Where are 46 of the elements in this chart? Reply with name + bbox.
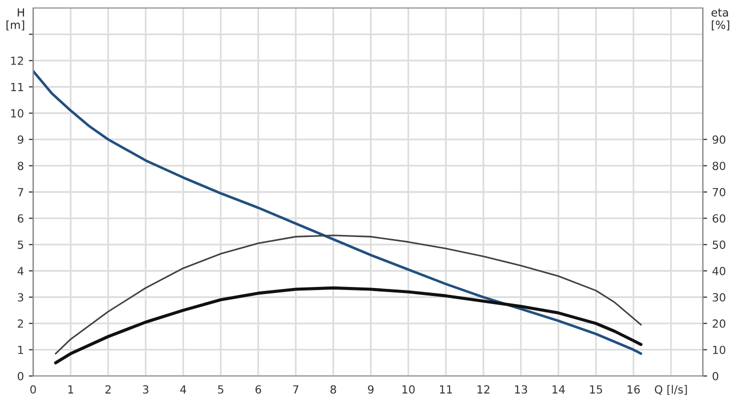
- y-tick-label: 2: [18, 319, 23, 328]
- y-tick-label: 12: [11, 56, 23, 65]
- x-tick-label: 7: [293, 385, 298, 394]
- x-tick-label: 15: [590, 385, 602, 394]
- y-tick-label: 0: [18, 372, 24, 380]
- line-series: [54, 234, 642, 354]
- y2-axis-title: eta [%]: [712, 8, 730, 30]
- y-tick-label: 7: [18, 188, 24, 196]
- x-tick-label: 1: [68, 385, 74, 394]
- x-tick-label: 0: [30, 385, 36, 394]
- x-tick-label: 2: [105, 385, 111, 394]
- y-axis-title: H [m]: [6, 8, 24, 30]
- y2-tick-label: 60: [712, 214, 726, 223]
- y2-tick-label: 30: [712, 293, 726, 302]
- y2-tick-label: 20: [712, 319, 726, 328]
- y-tick-label: 10: [11, 109, 24, 118]
- y2-tick-label: 10: [713, 346, 726, 354]
- y-tick-label: 5: [18, 240, 24, 249]
- x-tick-label: 12: [478, 385, 490, 394]
- x-tick-label: 11: [440, 385, 452, 394]
- y-tick-label: 9: [18, 135, 24, 144]
- x-tick-label: 13: [515, 385, 528, 394]
- line-series: [33, 70, 642, 355]
- line-series: [54, 286, 642, 364]
- y-tick-label: 11: [11, 82, 24, 92]
- y-tick-label: 8: [18, 162, 24, 170]
- y-tick-label: 3: [18, 293, 24, 302]
- y2-tick-label: 90: [712, 135, 726, 144]
- y2-tick-label: 0: [712, 372, 718, 380]
- x-tick-label: Q [l/s]: [654, 385, 687, 395]
- x-tick-label: 10: [402, 385, 415, 394]
- y-tick-label: 4: [18, 266, 24, 276]
- y-tick-label: 1: [18, 346, 24, 354]
- y2-tick-label: 40: [712, 266, 726, 276]
- y2-tick-label: 70: [712, 188, 726, 196]
- x-tick-label: 5: [218, 385, 224, 394]
- x-tick-label: 9: [368, 385, 374, 394]
- x-tick-label: 3: [142, 385, 148, 394]
- x-tick-label: 4: [180, 385, 186, 394]
- x-tick-label: 6: [255, 385, 262, 394]
- x-tick-label: 8: [330, 385, 336, 394]
- y-tick-label: 6: [18, 214, 24, 223]
- y2-tick-label: 50: [712, 240, 726, 249]
- y2-tick-label: 80: [712, 162, 726, 170]
- x-tick-label: 14: [552, 385, 565, 394]
- x-tick-label: 16: [628, 385, 640, 394]
